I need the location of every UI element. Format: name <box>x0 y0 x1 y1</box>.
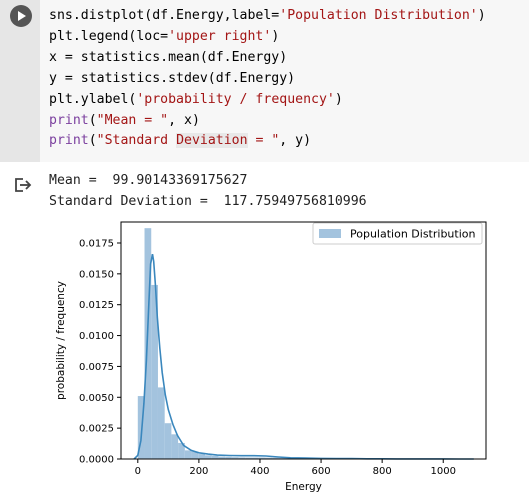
histogram-bar <box>258 457 266 459</box>
code-editor[interactable]: sns.distplot(df.Energy,label='Population… <box>49 6 486 152</box>
histogram-bar <box>272 457 279 459</box>
x-tick-label: 800 <box>373 466 392 477</box>
legend: Population Distribution <box>312 222 483 245</box>
histogram-bar <box>245 457 253 459</box>
code-line: plt.ylabel('probability / frequency') <box>49 91 343 107</box>
plot-frame <box>120 221 487 460</box>
cell-gutter <box>0 0 40 162</box>
output-redirect-icon[interactable] <box>13 176 33 194</box>
y-tick-label: 0.0050 <box>79 393 114 404</box>
x-tick-label: 600 <box>312 466 331 477</box>
code-line: print("Standard Deviation = ", y) <box>49 133 312 149</box>
x-tick-label: 1000 <box>431 466 456 477</box>
histogram-bar <box>191 451 199 459</box>
y-axis-label: probability / frequency <box>55 281 67 400</box>
kde-line <box>133 253 474 460</box>
mean-output: Mean = 99.90143369175627 <box>49 173 248 188</box>
code-line: sns.distplot(df.Energy,label='Population… <box>49 8 486 23</box>
y-tick-label: 0.0125 <box>79 300 114 311</box>
x-tick-label: 400 <box>250 466 269 477</box>
y-tick-label: 0.0175 <box>79 238 114 249</box>
run-cell-button[interactable] <box>10 5 32 27</box>
x-tick-label: 0 <box>135 466 141 477</box>
y-axis-ticks: 0.0000 0.0025 0.0050 0.0075 0.0100 0.0125 0.01… <box>79 238 121 466</box>
y-tick-label: 0.0000 <box>79 455 114 466</box>
histogram-bar <box>171 434 179 459</box>
legend-label: Population Distribution <box>350 228 475 241</box>
histogram-bar <box>211 455 219 459</box>
y-tick-label: 0.0150 <box>79 269 114 280</box>
histogram-bar <box>218 456 226 459</box>
histogram-bars <box>137 228 474 459</box>
histogram-bar <box>231 457 239 459</box>
histogram-bar <box>151 284 158 459</box>
x-axis-label: Energy <box>285 481 322 493</box>
cell-output-text: Mean = 99.90143369175627 Standard Deviat… <box>49 171 367 212</box>
histogram-bar <box>178 442 185 459</box>
y-tick-label: 0.0025 <box>79 424 114 435</box>
code-cell[interactable]: sns.distplot(df.Energy,label='Population… <box>0 0 529 162</box>
code-line: plt.legend(loc='upper right') <box>49 28 280 44</box>
histogram-bar <box>265 457 273 459</box>
code-line: print("Mean = ", x) <box>49 112 200 128</box>
histogram-bar <box>198 454 205 459</box>
code-line: y = statistics.stdev(df.Energy) <box>49 70 296 86</box>
histogram-bar <box>164 423 172 459</box>
std-output: Standard Deviation = 117.75949756810996 <box>49 193 367 209</box>
play-icon <box>18 11 26 21</box>
histogram-bar <box>204 455 212 459</box>
x-axis-ticks: 0 200 400 600 800 1000 <box>135 459 456 477</box>
legend-swatch <box>319 229 341 238</box>
histogram-bar <box>238 457 246 459</box>
y-tick-label: 0.0075 <box>79 362 114 373</box>
x-tick-label: 200 <box>189 466 208 477</box>
histogram-bar <box>252 457 259 459</box>
histogram-bar <box>157 387 165 459</box>
y-tick-label: 0.0100 <box>79 331 114 342</box>
legend-box <box>312 222 483 245</box>
histogram-bar <box>184 450 192 459</box>
code-line: x = statistics.mean(df.Energy) <box>49 49 288 65</box>
histogram-bar <box>225 456 232 459</box>
